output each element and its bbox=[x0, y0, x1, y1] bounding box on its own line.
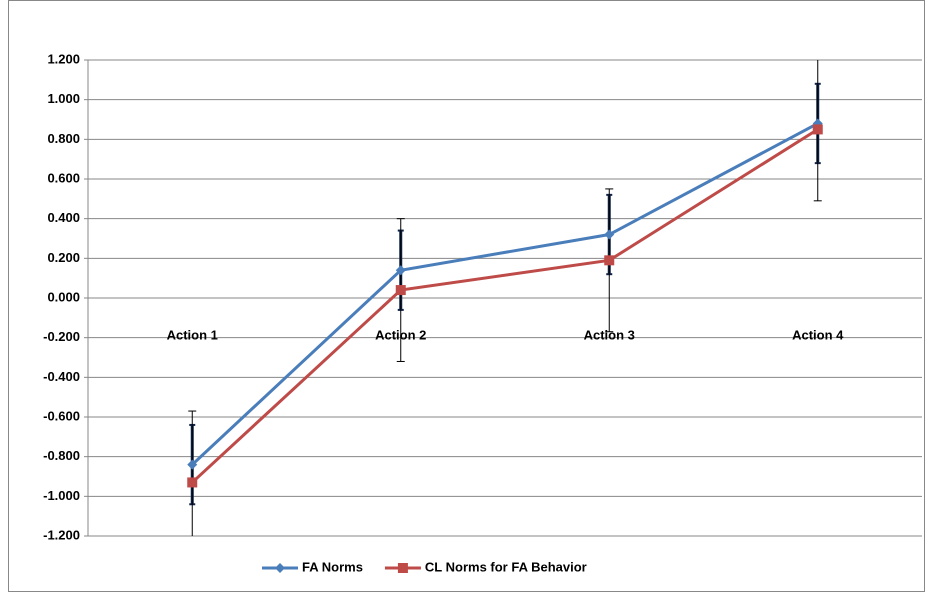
point bbox=[604, 229, 615, 240]
x-tick-label: Action 4 bbox=[792, 327, 844, 342]
y-tick-label: 1.200 bbox=[47, 51, 80, 66]
y-tick-label: -0.200 bbox=[43, 329, 80, 344]
y-tick-label: 0.200 bbox=[47, 250, 80, 265]
y-tick-label: 0.400 bbox=[47, 210, 80, 225]
point bbox=[187, 477, 198, 488]
chart-border bbox=[8, 0, 925, 592]
y-tick-label: -0.800 bbox=[43, 448, 80, 463]
y-tick-label: -0.400 bbox=[43, 369, 80, 384]
legend-label: FA Norms bbox=[302, 559, 363, 574]
point bbox=[604, 255, 615, 266]
y-tick-label: 0.800 bbox=[47, 131, 80, 146]
y-tick-label: -0.600 bbox=[43, 408, 80, 423]
series-line bbox=[191, 122, 819, 466]
y-tick-label: -1.000 bbox=[43, 488, 80, 503]
point bbox=[395, 265, 406, 276]
x-tick-label: Action 1 bbox=[167, 327, 218, 342]
y-tick-label: -1.200 bbox=[43, 527, 80, 542]
point bbox=[395, 285, 406, 296]
legend-label: CL Norms for FA Behavior bbox=[425, 559, 587, 574]
y-tick-label: 1.000 bbox=[47, 91, 80, 106]
plot-area bbox=[187, 60, 823, 536]
legend-marker bbox=[397, 563, 408, 573]
point bbox=[187, 459, 198, 470]
point bbox=[812, 124, 823, 135]
x-tick-label: Action 3 bbox=[584, 327, 635, 342]
y-tick-label: 0.000 bbox=[47, 289, 80, 304]
y-tick-label: 0.600 bbox=[47, 170, 80, 185]
legend-marker bbox=[275, 563, 285, 573]
series-line bbox=[191, 128, 819, 484]
